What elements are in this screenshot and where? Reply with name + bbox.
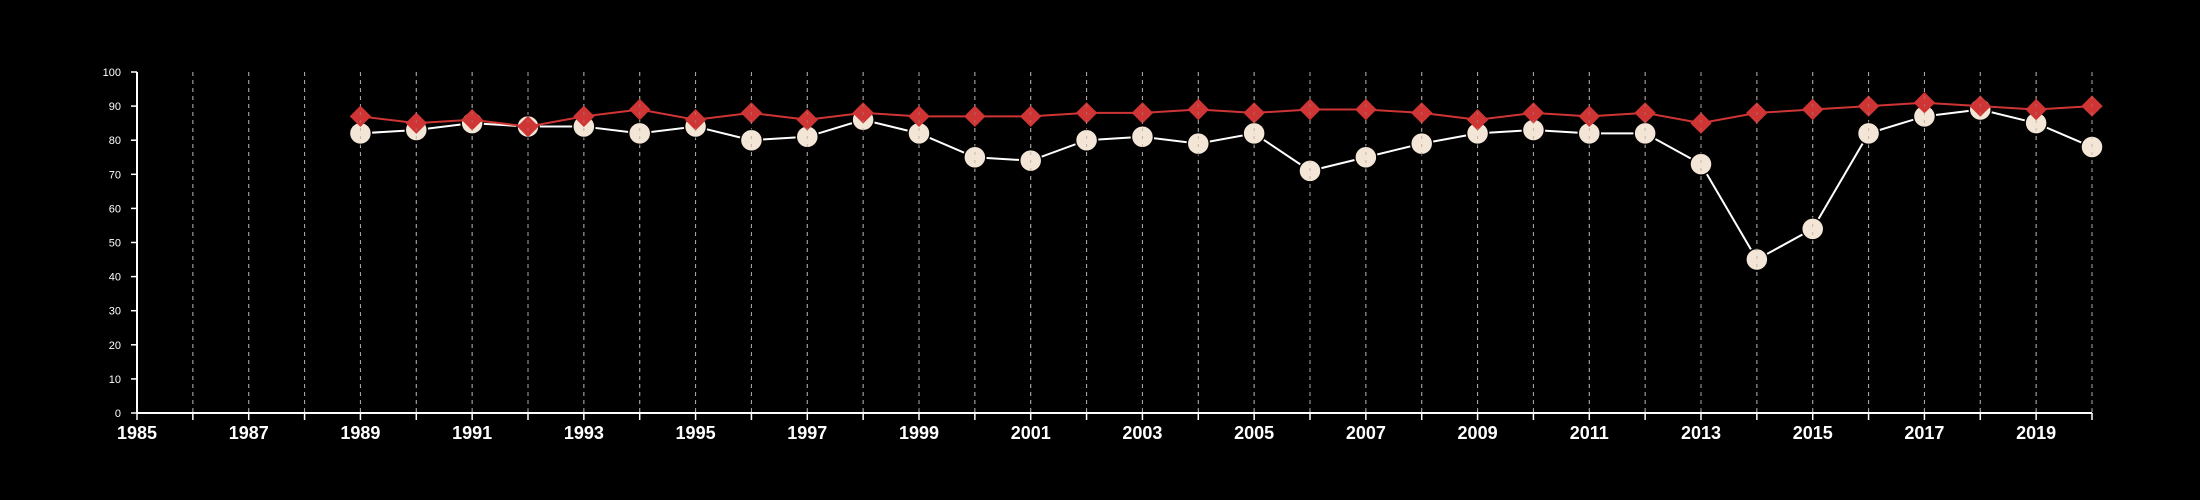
y-tick-label: 100 bbox=[103, 67, 121, 79]
diamond-series-point bbox=[1187, 98, 1209, 121]
diamond-series-line bbox=[360, 101, 2093, 128]
x-tick-label: 1989 bbox=[340, 423, 380, 443]
diamond-series-point bbox=[1690, 112, 1712, 134]
diamond-series-point bbox=[964, 105, 986, 128]
diamond-series-point bbox=[405, 112, 427, 134]
circle-series-point bbox=[1633, 121, 1657, 146]
diamond-series-point bbox=[908, 105, 930, 128]
x-tick-label: 2007 bbox=[1346, 423, 1386, 443]
x-tick-label: 1999 bbox=[899, 423, 939, 443]
circle-series-point bbox=[739, 128, 764, 152]
data-series bbox=[192, 72, 2104, 413]
diamond-series-point bbox=[1299, 98, 1321, 121]
x-tick-label: 2003 bbox=[1122, 423, 1162, 443]
diamond-series-point bbox=[1355, 98, 1377, 121]
circle-series-point bbox=[1354, 145, 1378, 169]
x-tick-label: 2015 bbox=[1793, 423, 1833, 443]
axes bbox=[131, 71, 2093, 420]
y-tick-label: 60 bbox=[109, 203, 121, 215]
tick-labels: 0 10 20 30 40 50 60 70 80 90 100 1985 1987 1989 1991 19… bbox=[103, 67, 2057, 443]
x-tick-label: 2017 bbox=[1904, 423, 1944, 443]
x-tick-label: 2011 bbox=[1570, 423, 1609, 443]
circle-series-point bbox=[1745, 247, 1769, 272]
x-tick-label: 1993 bbox=[564, 423, 604, 443]
diamond-series-point bbox=[629, 98, 651, 121]
x-tick-label: 2013 bbox=[1681, 423, 1721, 443]
diamond-series-point bbox=[349, 105, 372, 128]
y-tick-label: 40 bbox=[109, 272, 121, 284]
y-tick-label: 80 bbox=[109, 135, 121, 147]
diamond-series-point bbox=[1578, 105, 1600, 128]
y-tick-label: 50 bbox=[109, 238, 121, 250]
x-tick-label: 1991 bbox=[452, 423, 492, 443]
x-tick-label: 1985 bbox=[117, 423, 157, 443]
circle-series-point bbox=[1186, 131, 1211, 156]
y-tick-label: 20 bbox=[109, 340, 121, 352]
diamond-series-point bbox=[573, 105, 595, 128]
y-tick-label: 90 bbox=[109, 101, 121, 113]
y-tick-label: 70 bbox=[109, 169, 121, 181]
circle-series-line bbox=[360, 108, 2093, 261]
circle-series-point bbox=[1242, 121, 1266, 146]
x-tick-label: 2009 bbox=[1458, 423, 1498, 443]
x-tick-label: 1995 bbox=[676, 423, 716, 443]
x-tick-label: 2019 bbox=[2016, 423, 2056, 443]
diamond-series-point bbox=[2025, 98, 2047, 121]
x-tick-label: 2001 bbox=[1011, 423, 1051, 443]
y-tick-label: 10 bbox=[109, 374, 121, 386]
circle-series-point bbox=[1856, 121, 1881, 146]
diamond-series-point bbox=[1020, 105, 1042, 128]
x-tick-label: 2005 bbox=[1234, 423, 1274, 443]
circle-series-point bbox=[627, 121, 652, 146]
y-tick-label: 0 bbox=[115, 408, 121, 420]
circle-series-point bbox=[1409, 131, 1434, 156]
circle-series-point bbox=[963, 145, 987, 169]
diamond-series-point bbox=[1802, 98, 1824, 121]
y-tick-label: 30 bbox=[109, 306, 121, 318]
circle-series-point bbox=[1074, 128, 1099, 152]
circle-series-point bbox=[1689, 152, 1713, 176]
x-tick-label: 1987 bbox=[229, 423, 269, 443]
x-tick-label: 1997 bbox=[787, 423, 827, 443]
circle-series-point bbox=[1800, 217, 1825, 241]
